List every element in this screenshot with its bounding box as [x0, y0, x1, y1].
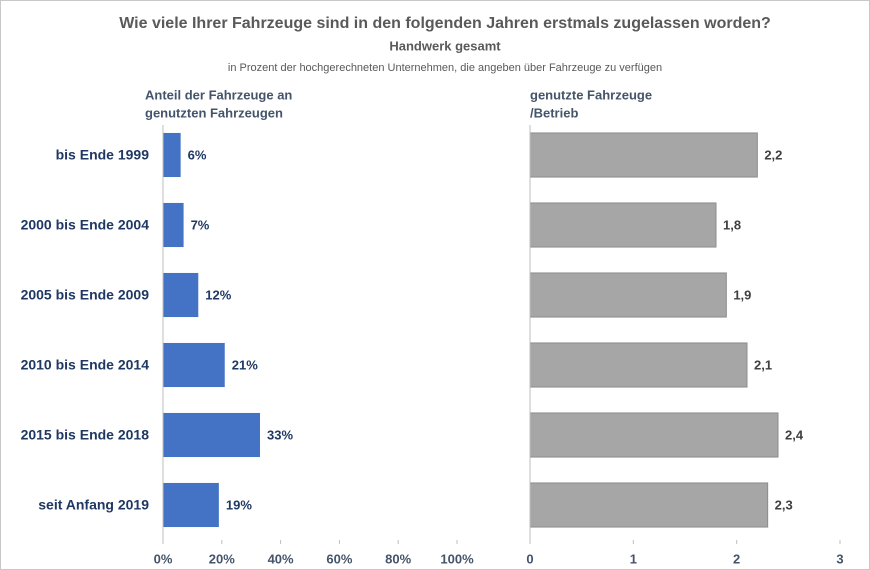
axis-title: /Betrieb — [530, 105, 578, 120]
value-label: 7% — [191, 217, 210, 232]
x-tick-label: 20% — [209, 551, 235, 566]
value-label: 2,1 — [754, 357, 772, 372]
x-tick-label: 80% — [385, 551, 411, 566]
value-label: 2,4 — [785, 427, 804, 442]
y-tick-label: 2000 bis Ende 2004 — [21, 217, 150, 233]
y-tick-label: 2005 bis Ende 2009 — [21, 287, 150, 303]
bar — [529, 412, 779, 458]
bar — [163, 342, 225, 388]
x-tick-label: 60% — [326, 551, 352, 566]
value-label: 2,2 — [764, 147, 782, 162]
y-tick-label: bis Ende 1999 — [56, 147, 150, 163]
bar — [163, 132, 181, 178]
x-tick-label: 2 — [733, 551, 740, 566]
bar — [529, 482, 769, 528]
x-tick-label: 3 — [836, 551, 843, 566]
x-tick-label: 0% — [154, 551, 173, 566]
y-tick-label: 2015 bis Ende 2018 — [21, 427, 150, 443]
axis-title: Anteil der Fahrzeuge an — [145, 87, 292, 102]
value-label: 12% — [205, 287, 231, 302]
axis-title: genutzte Fahrzeuge — [530, 87, 652, 102]
x-tick-label: 100% — [440, 551, 474, 566]
value-label: 21% — [232, 357, 258, 372]
chart-title: Wie viele Ihrer Fahrzeuge sind in den fo… — [119, 15, 771, 32]
value-label: 2,3 — [775, 497, 793, 512]
bar — [529, 342, 748, 388]
bar — [163, 202, 184, 248]
x-tick-label: 40% — [268, 551, 294, 566]
value-label: 1,9 — [733, 287, 751, 302]
chart-subtitle: Handwerk gesamt — [389, 38, 501, 53]
value-label: 33% — [267, 427, 293, 442]
bar — [163, 272, 199, 318]
bar — [163, 482, 219, 528]
bar — [529, 202, 717, 248]
bar — [163, 412, 261, 458]
value-label: 1,8 — [723, 217, 741, 232]
x-tick-label: 1 — [630, 551, 637, 566]
axis-title: genutzten Fahrzeugen — [145, 105, 283, 120]
bar — [529, 272, 727, 318]
chart-note: in Prozent der hochgerechneten Unternehm… — [228, 62, 662, 74]
y-tick-label: 2010 bis Ende 2014 — [21, 357, 150, 373]
bar — [529, 132, 758, 178]
x-tick-label: 0 — [526, 551, 533, 566]
y-tick-label: seit Anfang 2019 — [38, 497, 149, 513]
value-label: 19% — [226, 497, 252, 512]
value-label: 6% — [188, 147, 207, 162]
